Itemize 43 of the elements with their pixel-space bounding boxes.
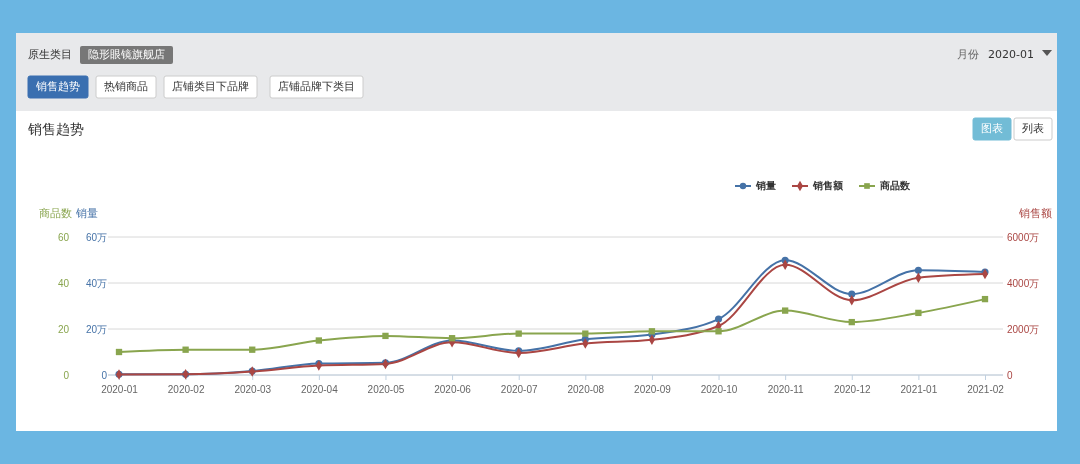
x-tick-label: 2020-02 (167, 384, 205, 395)
chart-title: 销售趋势 (27, 121, 84, 137)
y2-tick-label: 2000万 (1007, 323, 1040, 335)
y3-tick-label: 0 (63, 369, 70, 381)
y2-tick-label: 4000万 (1007, 277, 1040, 289)
text: 店铺品牌下类目 (278, 80, 355, 93)
text: 隐形眼镜旗舰店 (88, 48, 165, 61)
x-tick-label: 2020-06 (434, 384, 472, 395)
x-tick-label: 2020-11 (767, 384, 805, 395)
y3-tick-label: 20 (57, 323, 70, 335)
text: 图表 (981, 122, 1003, 135)
x-tick-label: 2020-03 (234, 384, 272, 395)
text: 店铺类目下品牌 (172, 80, 249, 93)
y-tick-label: 40万 (85, 277, 107, 289)
y2-tick-label: 0 (1007, 369, 1013, 381)
text: 月份 (957, 48, 979, 61)
text: 列表 (1022, 122, 1044, 135)
x-tick-label: 2021-01 (900, 384, 938, 395)
x-tick-label: 2020-12 (833, 384, 872, 395)
x-tick-label: 2020-10 (700, 384, 738, 395)
text: 原生类目 (28, 48, 72, 61)
x-tick-label: 2021-02 (967, 384, 1005, 395)
y-axis-title: 销量 (75, 207, 98, 220)
x-tick-label: 2020-08 (567, 384, 605, 395)
y3-tick-label: 60 (57, 231, 70, 243)
legend-label: 商品数 (879, 180, 911, 191)
x-tick-label: 2020-09 (634, 384, 672, 395)
x-tick-label: 2020-07 (500, 384, 538, 395)
legend-label: 销售额 (812, 180, 844, 191)
x-tick-label: 2020-05 (367, 384, 405, 395)
y-tick-label: 20万 (85, 323, 107, 335)
x-tick-label: 2020-01 (101, 384, 139, 395)
text: 2020-01 (988, 48, 1034, 61)
y3-tick-label: 40 (57, 277, 70, 289)
y-tick-label: 60万 (85, 231, 107, 243)
text: 热销商品 (104, 80, 148, 93)
y3-axis-title: 商品数 (39, 207, 72, 220)
legend-label: 销量 (755, 180, 776, 191)
text: 销售趋势 (35, 80, 80, 93)
y2-axis-title: 销售额 (1017, 207, 1052, 220)
y-tick-label: 0 (101, 369, 108, 381)
y2-tick-label: 6000万 (1007, 231, 1040, 243)
x-tick-label: 2020-04 (300, 384, 339, 395)
